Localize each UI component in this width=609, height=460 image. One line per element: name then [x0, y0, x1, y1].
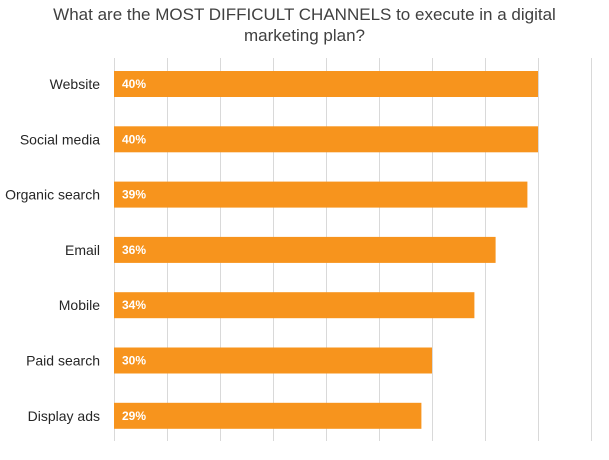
bar	[114, 347, 432, 374]
category-label: Social media	[20, 131, 100, 147]
category-label: Paid search	[26, 353, 100, 369]
category-label: Organic search	[5, 187, 100, 203]
chart-title-line-1: What are the MOST DIFFICULT CHANNELS to …	[53, 5, 556, 24]
bar	[114, 126, 538, 153]
data-label: 39%	[122, 188, 146, 202]
data-label: 40%	[122, 77, 146, 91]
data-label: 40%	[122, 132, 146, 146]
data-label: 34%	[122, 298, 146, 312]
data-label: 30%	[122, 354, 146, 368]
bar	[114, 236, 496, 263]
category-labels: Website Social media Organic search Email Mo…	[5, 76, 100, 424]
category-label: Mobile	[59, 297, 100, 313]
bar	[114, 402, 422, 429]
bar	[114, 71, 538, 97]
category-label: Website	[50, 76, 101, 92]
data-label: 29%	[122, 409, 146, 423]
chart-title-line-2: marketing plan?	[244, 26, 365, 45]
data-labels: 40% 40% 39% 36% 34% 30% 29%	[122, 77, 146, 423]
chart-title: What are the MOST DIFFICULT CHANNELS to …	[0, 4, 609, 46]
bar	[114, 292, 475, 319]
data-label: 36%	[122, 243, 146, 257]
category-label: Email	[65, 242, 100, 258]
bars	[114, 71, 538, 429]
bar	[114, 181, 528, 208]
category-label: Display ads	[28, 408, 100, 424]
